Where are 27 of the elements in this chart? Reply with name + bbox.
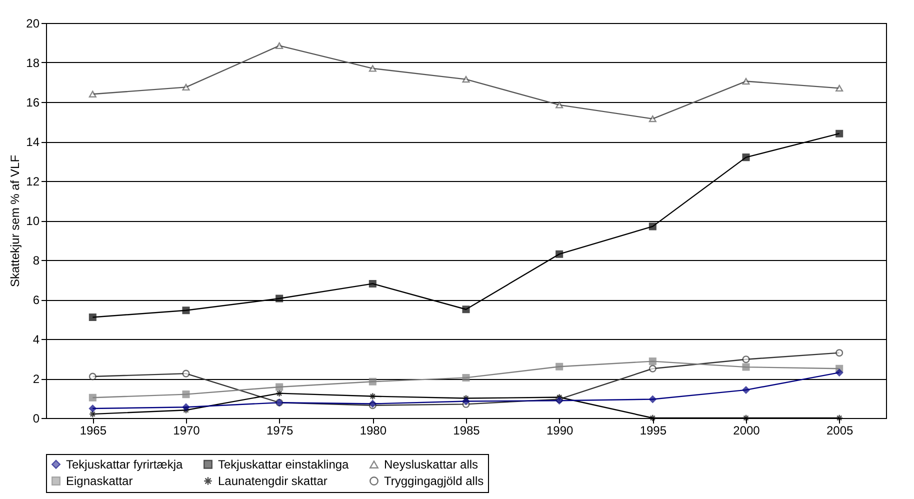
x-tick-label: 2000 xyxy=(733,424,760,438)
x-tick-label: 2005 xyxy=(826,424,854,438)
y-tick-label: 6 xyxy=(32,293,40,307)
y-tick-label: 14 xyxy=(26,135,40,149)
y-tick-label: 12 xyxy=(26,174,40,188)
x-tick-label: 1995 xyxy=(640,424,667,438)
legend-label: Tryggingagjöld alls xyxy=(384,474,484,488)
y-tick-label: 16 xyxy=(26,96,40,110)
legend-label: Neysluskattar alls xyxy=(384,458,478,472)
x-tick-label: 1970 xyxy=(173,424,200,438)
legend-label: Tekjuskattar fyrirtækja xyxy=(66,457,184,472)
legend-label: Eignaskattar xyxy=(66,474,133,488)
y-tick-label: 18 xyxy=(26,56,40,70)
legend-label: Tekjuskattar einstaklinga xyxy=(218,457,350,472)
y-tick-label: 4 xyxy=(32,332,40,346)
y-tick-label: 20 xyxy=(26,16,40,30)
y-tick-label: 8 xyxy=(32,254,40,268)
x-tick-label: 1985 xyxy=(453,424,480,438)
y-axis-title: Skattekjur sem % af VLF xyxy=(8,154,22,288)
x-tick-label: 1965 xyxy=(80,424,107,438)
y-tick-label: 0 xyxy=(32,412,40,426)
x-tick-label: 1975 xyxy=(266,424,294,438)
x-tick-label: 1980 xyxy=(360,424,387,438)
y-tick-label: 10 xyxy=(26,214,40,228)
x-tick-label: 1990 xyxy=(546,424,574,438)
legend-label: Launatengdir skattar xyxy=(218,474,328,488)
y-tick-label: 2 xyxy=(32,372,40,386)
